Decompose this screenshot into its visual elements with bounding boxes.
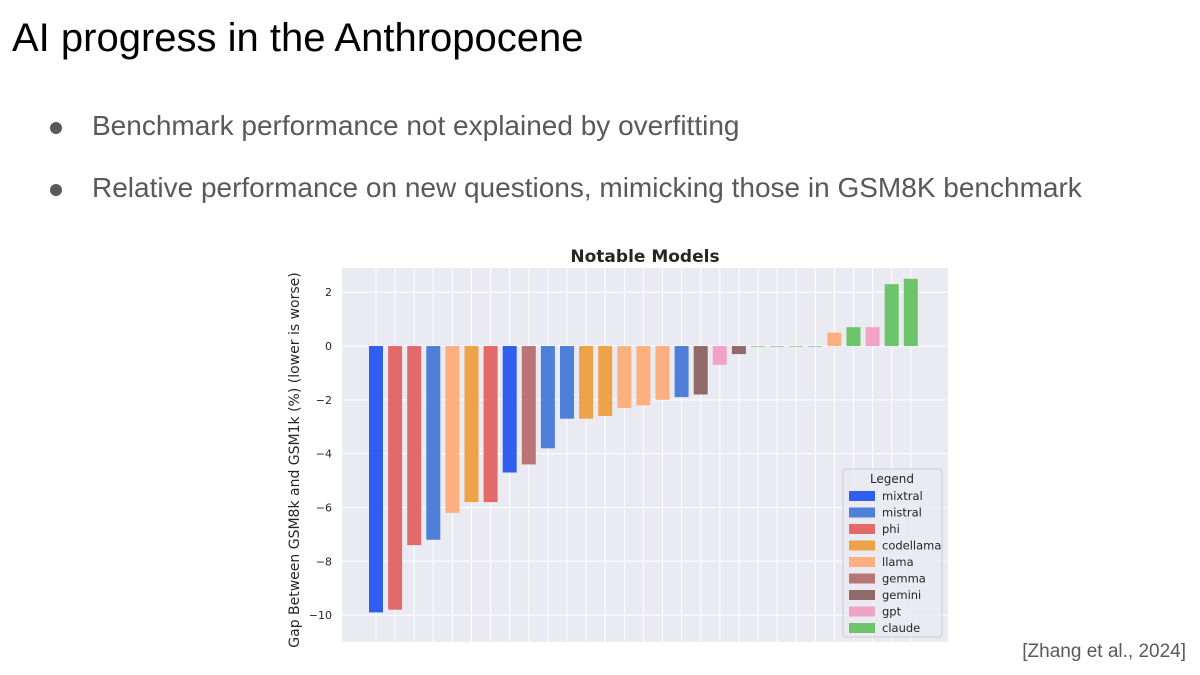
bar-claude	[751, 346, 765, 347]
bar-claude	[846, 327, 861, 347]
legend-label-codellama: codellama	[882, 539, 941, 553]
y-tick-label: −4	[316, 448, 332, 461]
legend-title: Legend	[870, 472, 914, 486]
legend-label-gemma: gemma	[882, 572, 926, 586]
legend-label-phi: phi	[882, 522, 900, 536]
legend-swatch-llama	[849, 557, 875, 567]
legend-swatch-codellama	[849, 540, 875, 551]
bar-series	[369, 278, 918, 613]
y-tick-label: −8	[316, 555, 332, 568]
bar-codellama	[464, 346, 479, 503]
bar-llama	[655, 346, 670, 400]
chart-legend: Legend mixtral mistral phi codellama llama ge…	[842, 468, 943, 638]
legend-swatch-gemma	[849, 573, 875, 584]
chart-y-axis-label: Gap Between GSM8k and GSM1k (%) (lower i…	[287, 272, 303, 647]
bar-llama	[617, 346, 632, 408]
bullet-text: Relative performance on new questions, m…	[92, 172, 1082, 203]
bar-phi	[388, 346, 403, 610]
bar-phi	[407, 346, 422, 546]
legend-label-gemini: gemini	[882, 588, 921, 602]
chart-container: Notable Models Gap Between GSM8k and GSM…	[280, 238, 960, 650]
bar-phi	[483, 346, 498, 503]
bar-mistral	[674, 346, 689, 398]
bar-llama	[445, 346, 460, 513]
bar-claude	[789, 346, 804, 347]
legend-items: mixtral mistral phi codellama llama gemma gemi…	[849, 489, 941, 635]
y-tick-labels: −10 −8 −6 −4 −2 0 2	[309, 286, 332, 622]
bullet-item: Benchmark performance not explained by o…	[40, 110, 1082, 172]
bar-claude	[884, 284, 899, 347]
bar-gpt	[712, 346, 727, 365]
bar-claude	[770, 346, 785, 347]
bar-gpt	[865, 327, 880, 347]
legend-swatch-claude	[849, 623, 875, 633]
bar-llama	[827, 332, 842, 347]
legend-swatch-gemini	[849, 590, 875, 600]
bar-claude	[808, 346, 823, 347]
bar-codellama	[579, 346, 594, 419]
chart-title: Notable Models	[570, 247, 719, 267]
legend-swatch-gpt	[849, 606, 875, 617]
legend-label-claude: claude	[882, 621, 920, 635]
legend-label-gpt: gpt	[882, 605, 902, 619]
y-tick-label: −2	[316, 394, 332, 407]
y-tick-label: −10	[309, 609, 332, 622]
bar-mistral	[540, 346, 555, 449]
legend-swatch-mixtral	[849, 491, 875, 501]
bar-mixtral	[369, 346, 383, 613]
legend-label-llama: llama	[882, 555, 914, 569]
legend-swatch-mistral	[849, 507, 875, 518]
bullet-list: Benchmark performance not explained by o…	[40, 110, 1082, 234]
bar-llama	[636, 346, 651, 406]
notable-models-chart: Notable Models Gap Between GSM8k and GSM…	[287, 247, 948, 648]
bullet-dot-icon	[50, 184, 62, 196]
bar-gemini	[693, 346, 708, 395]
bar-mistral	[426, 346, 441, 540]
bullet-text: Benchmark performance not explained by o…	[92, 110, 740, 141]
bar-gemma	[521, 346, 536, 465]
bar-claude	[903, 278, 918, 347]
bar-mistral	[560, 346, 574, 419]
bullet-dot-icon	[50, 122, 62, 134]
bullet-item: Relative performance on new questions, m…	[40, 172, 1082, 234]
legend-label-mistral: mistral	[882, 506, 922, 520]
y-tick-label: −6	[316, 501, 332, 514]
citation: [Zhang et al., 2024]	[1022, 641, 1186, 662]
y-tick-label: 0	[325, 340, 332, 353]
bar-mixtral	[502, 346, 517, 473]
bar-gemini	[731, 346, 746, 355]
slide-title: AI progress in the Anthropocene	[12, 16, 584, 60]
y-tick-label: 2	[325, 286, 332, 299]
legend-label-mixtral: mixtral	[882, 489, 923, 503]
bar-codellama	[598, 346, 613, 416]
legend-swatch-phi	[849, 524, 875, 534]
